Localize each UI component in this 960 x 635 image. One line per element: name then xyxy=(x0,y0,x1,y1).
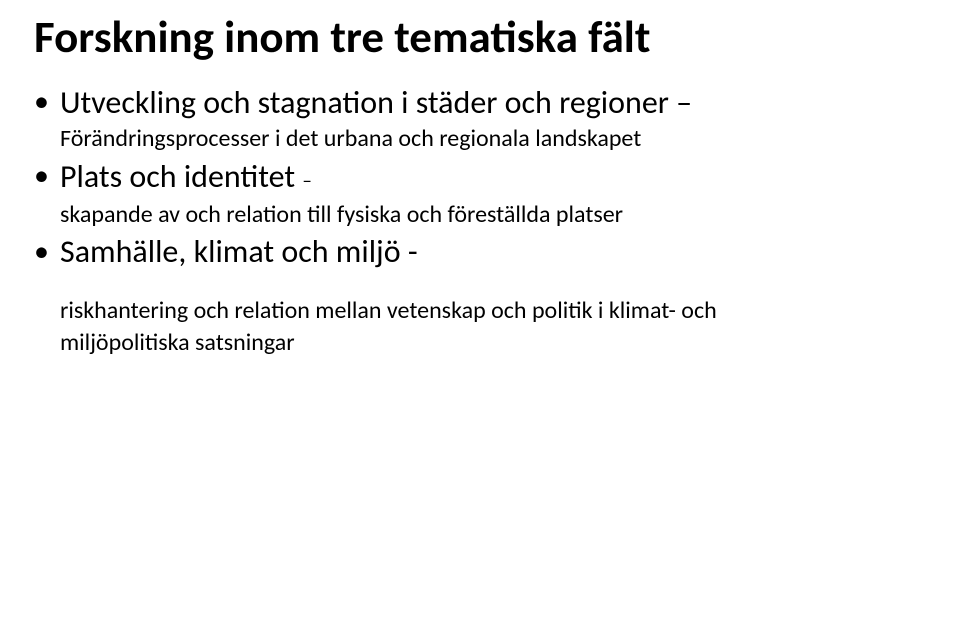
bullet-2-dash: – xyxy=(302,170,311,193)
bullet-3-sub-line1: riskhantering och relation mellan vetens… xyxy=(60,296,717,325)
bullet-1-sub: Förändringsprocesser i det urbana och re… xyxy=(60,123,926,155)
bullet-1-text: Utveckling och stagnation i städer och r… xyxy=(60,83,669,122)
bullet-item-2: Plats och identitet – skapande av och re… xyxy=(34,156,926,232)
bullet-3-sub: riskhantering och relation mellan vetens… xyxy=(60,295,926,360)
bullet-3-sub-line2: miljöpolitiska satsningar xyxy=(60,328,295,357)
bullet-item-1: Utveckling och stagnation i städer och r… xyxy=(34,82,926,156)
slide: Forskning inom tre tematiska fält Utveck… xyxy=(0,0,960,635)
page-title: Forskning inom tre tematiska fält xyxy=(34,12,926,64)
bullet-2-main: Plats och identitet xyxy=(60,157,302,196)
bullet-list: Utveckling och stagnation i städer och r… xyxy=(34,82,926,360)
bullet-1-main: Utveckling och stagnation i städer och r… xyxy=(60,83,692,122)
bullet-1-dash: – xyxy=(669,83,692,122)
bullet-2-sub: skapande av och relation till fysiska oc… xyxy=(60,199,926,231)
bullet-3-main: Samhälle, klimat och miljö - xyxy=(60,232,418,271)
bullet-item-3: Samhälle, klimat och miljö - riskhanteri… xyxy=(34,232,926,360)
